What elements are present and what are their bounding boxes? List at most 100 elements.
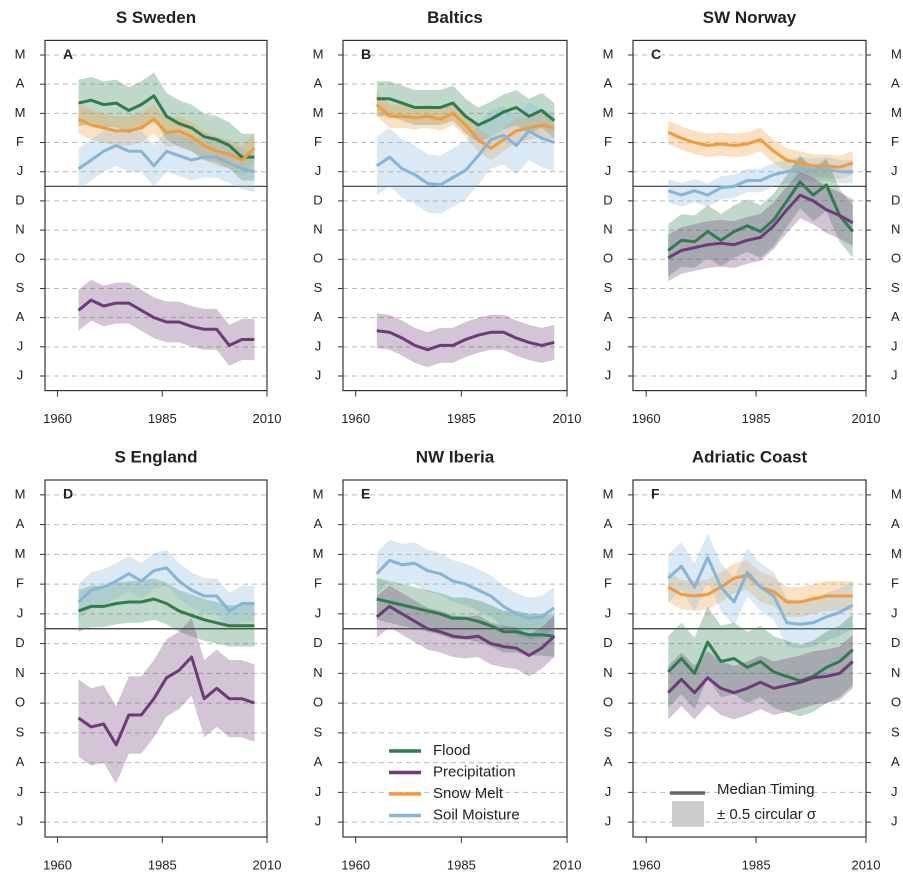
y-tick-label: S bbox=[16, 724, 25, 739]
series-line bbox=[375, 129, 555, 187]
y-tick-label: A bbox=[314, 754, 323, 769]
y-tick-label: S bbox=[604, 280, 613, 295]
plot-frame bbox=[342, 39, 568, 392]
y-tick-label: D bbox=[313, 192, 322, 207]
y-tick-label: F bbox=[314, 134, 322, 149]
y-tick-label: J bbox=[17, 814, 24, 829]
y-tick-label: A bbox=[16, 76, 25, 91]
series-line bbox=[667, 130, 854, 169]
y-tick-label: J bbox=[315, 163, 322, 178]
x-tick-label: 1985 bbox=[148, 411, 177, 426]
band bbox=[78, 578, 255, 647]
series-line bbox=[376, 597, 555, 638]
y-tick-label-right: J bbox=[891, 814, 898, 829]
series-line bbox=[667, 180, 854, 252]
y-tick-label: A bbox=[16, 754, 25, 769]
y-tick-label-right: M bbox=[891, 105, 902, 120]
x-tick-label: 1960 bbox=[43, 411, 72, 426]
y-tick-label: S bbox=[604, 724, 613, 739]
series-line bbox=[376, 97, 556, 127]
y-tick-label: N bbox=[313, 222, 322, 237]
series-line bbox=[77, 655, 255, 747]
y-tick-label: J bbox=[17, 163, 24, 178]
series-line bbox=[667, 167, 853, 197]
y-tick-label-right: J bbox=[891, 338, 898, 353]
y-tick-label: N bbox=[15, 222, 24, 237]
band bbox=[376, 539, 555, 640]
y-tick-label: A bbox=[314, 309, 323, 324]
series-line bbox=[77, 566, 255, 613]
y-tick-label: F bbox=[16, 134, 24, 149]
y-tick-label: M bbox=[15, 486, 26, 501]
legend-label: Soil Moisture bbox=[433, 806, 520, 823]
series-line bbox=[667, 555, 854, 626]
band bbox=[78, 549, 255, 629]
y-tick-label: A bbox=[604, 516, 613, 531]
x-tick-label: 1960 bbox=[341, 857, 370, 872]
series-line bbox=[376, 329, 555, 352]
y-tick-label: J bbox=[605, 814, 612, 829]
legend-label: Snow Melt bbox=[433, 785, 504, 802]
y-tick-label: J bbox=[315, 338, 322, 353]
y-tick-label: J bbox=[315, 784, 322, 799]
panel-title: Adriatic Coast bbox=[692, 447, 808, 466]
y-tick-label: A bbox=[604, 309, 613, 324]
y-tick-label-right: J bbox=[891, 367, 898, 382]
y-tick-label: J bbox=[17, 784, 24, 799]
panel-title: S Sweden bbox=[116, 8, 196, 27]
y-tick-label: O bbox=[603, 695, 613, 710]
y-tick-label: N bbox=[313, 665, 322, 680]
x-tick-label: 2010 bbox=[253, 857, 282, 872]
series-line bbox=[667, 193, 854, 260]
panel-title: SW Norway bbox=[703, 8, 797, 27]
y-tick-label-right: A bbox=[891, 754, 900, 769]
y-tick-label: J bbox=[605, 367, 612, 382]
series-line bbox=[77, 298, 255, 347]
plot-frame bbox=[44, 39, 268, 392]
plot-frame bbox=[632, 39, 867, 392]
band bbox=[78, 72, 255, 181]
y-tick-label: N bbox=[603, 222, 612, 237]
y-tick-label-right: F bbox=[891, 134, 899, 149]
y-tick-label: J bbox=[315, 605, 322, 620]
y-tick-label: A bbox=[16, 516, 25, 531]
y-tick-label: D bbox=[313, 635, 322, 650]
y-tick-label: S bbox=[314, 724, 323, 739]
plot-frame bbox=[632, 479, 867, 838]
y-tick-label: A bbox=[314, 516, 323, 531]
panel-title: S England bbox=[114, 447, 197, 466]
y-tick-label-right: J bbox=[891, 784, 898, 799]
y-tick-label: M bbox=[603, 105, 614, 120]
y-tick-label-right: J bbox=[891, 163, 898, 178]
series-line bbox=[77, 117, 256, 162]
y-tick-label: M bbox=[15, 546, 26, 561]
y-tick-label: M bbox=[313, 546, 324, 561]
series-line bbox=[375, 558, 556, 620]
series-line bbox=[375, 604, 556, 657]
key-label: Median Timing bbox=[717, 781, 815, 798]
y-tick-label: O bbox=[313, 251, 323, 266]
x-tick-label: 1985 bbox=[148, 857, 177, 872]
y-tick-label: A bbox=[604, 754, 613, 769]
y-tick-label-right: F bbox=[891, 576, 899, 591]
y-tick-label: J bbox=[17, 338, 24, 353]
panel-title: Baltics bbox=[427, 8, 483, 27]
plot-frame bbox=[342, 479, 568, 838]
y-tick-label: N bbox=[603, 665, 612, 680]
y-tick-label: D bbox=[15, 635, 24, 650]
y-tick-label: M bbox=[313, 486, 324, 501]
x-tick-label: 1985 bbox=[447, 857, 476, 872]
y-tick-label: D bbox=[603, 192, 612, 207]
x-tick-label: 1960 bbox=[341, 411, 370, 426]
series-line bbox=[77, 144, 255, 174]
y-tick-label: O bbox=[15, 251, 25, 266]
band bbox=[376, 81, 555, 143]
y-tick-label: J bbox=[315, 814, 322, 829]
y-tick-label-right: D bbox=[891, 635, 900, 650]
panel-label: A bbox=[63, 46, 73, 62]
panel-label: E bbox=[361, 486, 370, 502]
x-tick-label: 1960 bbox=[632, 857, 661, 872]
y-tick-label: S bbox=[314, 280, 323, 295]
x-tick-label: 2010 bbox=[852, 857, 881, 872]
